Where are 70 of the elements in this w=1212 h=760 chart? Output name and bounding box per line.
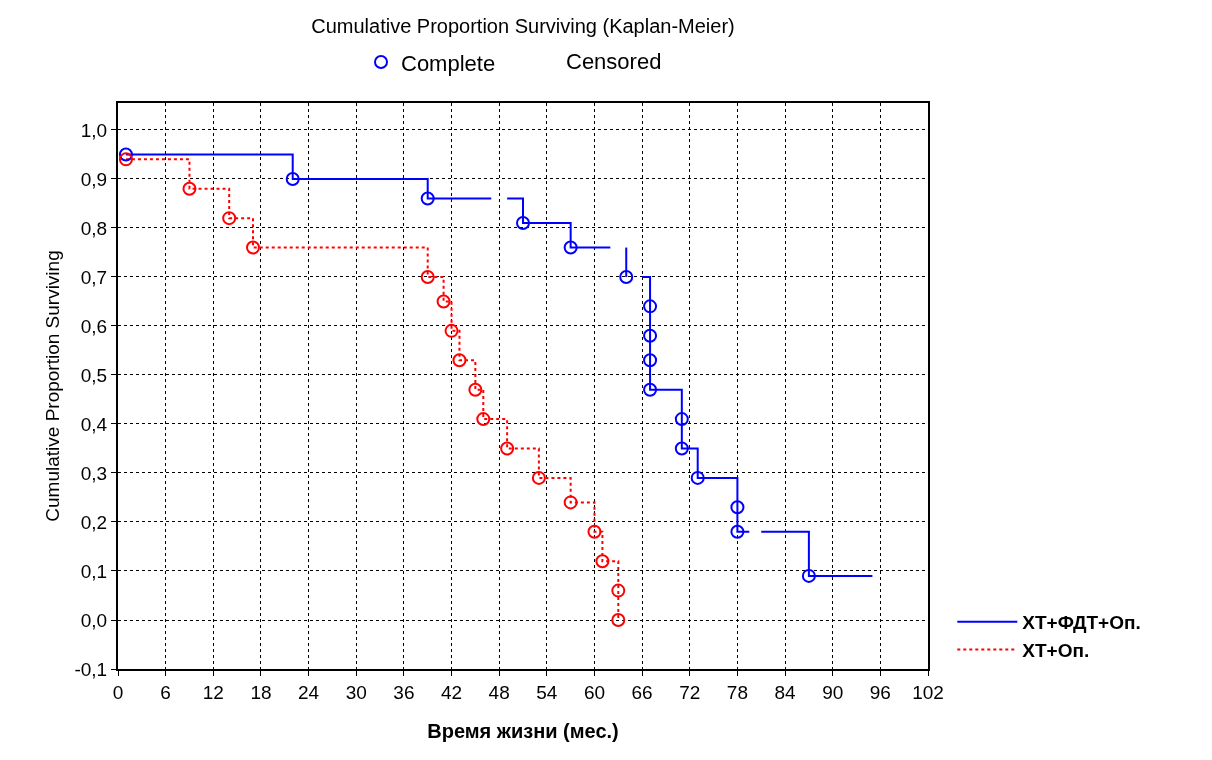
point: [118, 152, 133, 167]
y-tick-label: 0,3: [80, 462, 108, 484]
point: [730, 500, 745, 515]
x-tick-label: 54: [536, 681, 558, 703]
y-tick-label: 0,5: [80, 364, 108, 386]
point: [643, 382, 658, 397]
legend-label: Complete: [401, 50, 496, 76]
x-tick-label: 66: [631, 681, 653, 703]
point: [563, 495, 578, 510]
legend-label: ХТ+ФДТ+Оп.: [1022, 612, 1141, 634]
y-tick-label: 0,7: [80, 266, 108, 288]
point: [436, 294, 451, 309]
point: [611, 613, 626, 627]
x-tick-label: 6: [160, 681, 171, 703]
point: [420, 191, 435, 206]
x-tick-label: 36: [393, 681, 415, 703]
point: [531, 470, 546, 485]
y-tick-label: 0,9: [80, 168, 108, 190]
x-tick-label: 72: [679, 681, 701, 703]
point: [563, 240, 578, 255]
x-tick-label: 78: [726, 681, 748, 703]
y-tick-label: 0,6: [80, 315, 108, 337]
y-tick-label: 0,0: [80, 609, 108, 631]
text: Censored: [566, 49, 662, 74]
point: [444, 323, 459, 338]
point: [674, 441, 689, 456]
x-tick-label: 48: [488, 681, 510, 703]
point: [619, 269, 634, 284]
y-tick-label: 0,4: [80, 413, 108, 435]
point: [118, 147, 133, 162]
point: [730, 524, 745, 539]
x-tick-label: 90: [822, 681, 844, 703]
point: [420, 269, 435, 284]
point: [516, 216, 530, 231]
chart-title: Cumulative Proportion Surviving (Kaplan-Meier): [311, 15, 735, 37]
x-tick-label: 84: [774, 681, 797, 703]
y-tick-label: 0,2: [80, 511, 108, 533]
point: [801, 568, 816, 583]
x-tick-label: 96: [869, 681, 891, 703]
point: [587, 524, 602, 539]
point: [500, 441, 515, 456]
x-axis-title: Время жизни (мес.): [427, 719, 619, 742]
point: [674, 412, 689, 427]
y-tick-label: 1,0: [80, 119, 108, 141]
point: [595, 554, 610, 569]
point: [452, 353, 467, 368]
point: [285, 171, 300, 186]
y-axis-title: Cumulative Proportion Surviving: [41, 250, 63, 522]
point: [222, 211, 237, 226]
y-tick-label: 0,8: [80, 217, 108, 239]
point: [468, 382, 483, 397]
x-tick-label: 0: [112, 681, 124, 703]
point: [643, 299, 658, 314]
point: [611, 583, 626, 598]
x-tick-label: 12: [202, 681, 224, 703]
point: [476, 412, 491, 427]
x-tick-label: 18: [250, 681, 272, 703]
x-tick-label: 60: [583, 681, 606, 703]
point: [643, 353, 658, 368]
point: [246, 240, 260, 255]
point: [690, 470, 705, 485]
point: [182, 181, 197, 196]
y-tick-label: 0,1: [80, 560, 108, 582]
legend-label: ХТ+Оп.: [1022, 639, 1090, 661]
x-tick-label: 102: [912, 681, 944, 703]
x-tick-label: 42: [440, 681, 463, 703]
point: [643, 328, 658, 343]
x-tick-label: 30: [345, 681, 367, 703]
y-tick-label: -0,1: [74, 658, 108, 680]
x-tick-label: 24: [298, 681, 320, 703]
